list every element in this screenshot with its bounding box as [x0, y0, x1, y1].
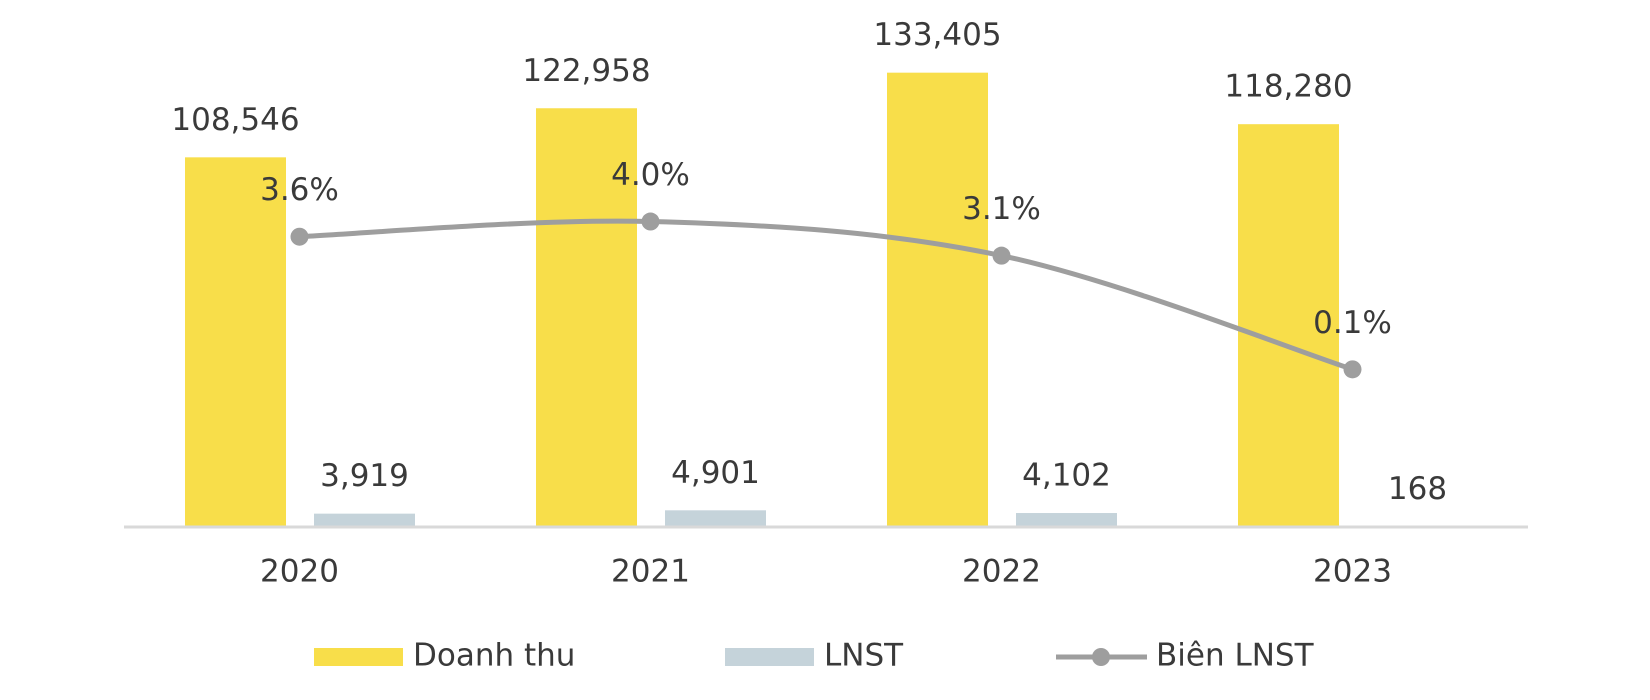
legend-label: Doanh thu	[413, 638, 575, 674]
legend-label: LNST	[824, 638, 904, 674]
data-label: 4,901	[671, 455, 760, 491]
line-marker	[1343, 360, 1362, 379]
data-label: 133,405	[873, 17, 1001, 53]
data-label: 0.1%	[1313, 305, 1392, 341]
bar	[887, 72, 988, 527]
x-tick-label: 2020	[260, 554, 339, 590]
data-label: 4,102	[1022, 458, 1111, 494]
bar	[536, 108, 637, 528]
bar	[314, 513, 415, 527]
line-marker	[992, 246, 1011, 265]
bar	[665, 510, 766, 527]
bar	[1016, 513, 1117, 527]
legend-swatch	[314, 648, 403, 666]
bar	[185, 157, 286, 527]
data-label: 122,958	[522, 53, 650, 89]
line-marker	[641, 212, 660, 231]
x-tick-label: 2021	[611, 554, 690, 590]
line-marker	[290, 227, 309, 246]
data-label: 118,280	[1224, 69, 1352, 105]
legend-swatch	[725, 648, 814, 666]
data-label: 168	[1388, 471, 1447, 507]
legend-label: Biên LNST	[1156, 638, 1315, 674]
x-tick-label: 2023	[1313, 554, 1392, 590]
data-label: 3.6%	[260, 172, 339, 208]
x-tick-label: 2022	[962, 554, 1041, 590]
bar	[1238, 124, 1339, 528]
data-label: 108,546	[171, 102, 299, 138]
data-label: 4.0%	[611, 157, 690, 193]
data-label: 3.1%	[962, 191, 1041, 227]
legend-swatch	[1092, 648, 1110, 666]
data-label: 3,919	[320, 458, 409, 494]
line	[299, 218, 1354, 372]
